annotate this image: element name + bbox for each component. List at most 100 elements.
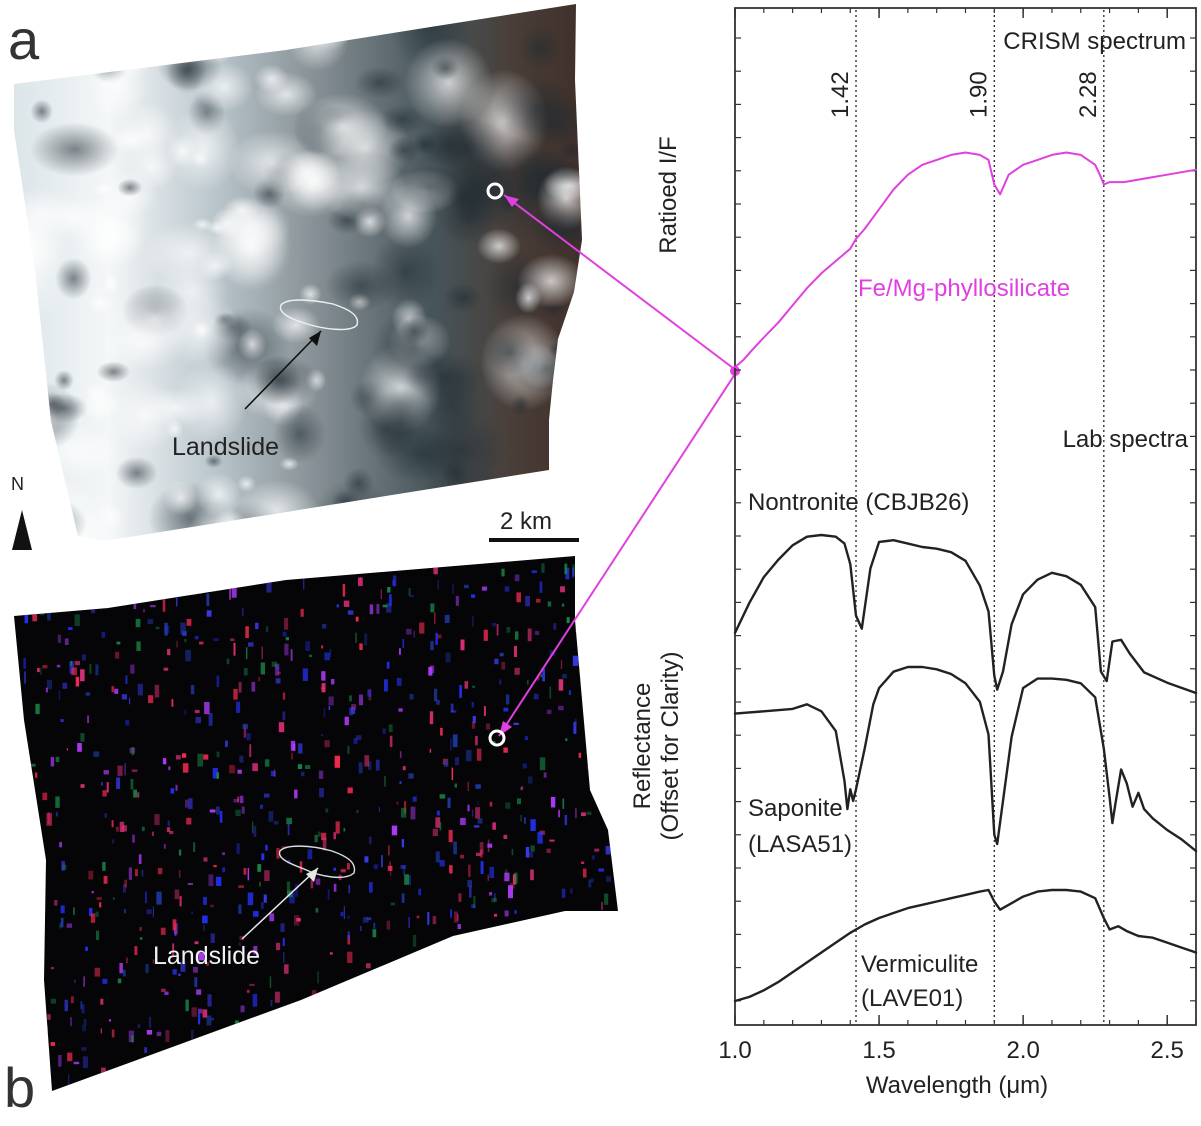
terrain-highlight [166, 105, 241, 192]
mineral-pixel [165, 1030, 170, 1042]
terrain-shadow [246, 355, 321, 407]
mineral-pixel [346, 1025, 350, 1029]
mineral-pixel [388, 594, 392, 607]
mineral-pixel [144, 1047, 148, 1053]
mineral-pixel [311, 990, 317, 1003]
mineral-pixel [489, 801, 493, 807]
mineral-pixel [308, 654, 313, 657]
mineral-pixel [539, 581, 543, 593]
mineral-pixel [165, 1056, 167, 1062]
mineral-pixel [528, 776, 533, 784]
terrain-highlight [227, 129, 317, 196]
mineral-pixel [108, 600, 113, 607]
mineral-pixel [356, 735, 362, 741]
mineral-pixel [289, 892, 295, 904]
mineral-pixel [116, 641, 121, 645]
mineral-pixel [132, 834, 135, 843]
mineral-pixel [530, 845, 535, 852]
mineral-pixel [520, 1031, 526, 1040]
mineral-pixel [302, 668, 308, 681]
mineral-pixel [424, 1004, 428, 1014]
mineral-pixel [527, 628, 532, 642]
mineral-pixel [389, 735, 393, 748]
mineral-pixel [570, 1015, 574, 1023]
mineral-pixel [139, 937, 143, 940]
mineral-pixel [598, 974, 603, 979]
mineral-pixel [82, 654, 86, 661]
mineral-pixel [121, 694, 127, 700]
mineral-pixel [265, 844, 268, 851]
mineral-pixel [238, 904, 242, 914]
terrain-highlight [237, 328, 267, 361]
mineral-pixel [294, 915, 300, 926]
mineral-pixel [347, 745, 350, 754]
mineral-pixel [522, 1005, 528, 1013]
x-tick-label: 1.5 [862, 1037, 895, 1064]
mineral-pixel [347, 863, 350, 870]
mineral-pixel [487, 843, 493, 848]
mineral-pixel [131, 1035, 134, 1043]
mineral-pixel [522, 1047, 526, 1050]
mineral-pixel [364, 633, 368, 646]
mineral-pixel [39, 1028, 41, 1038]
mineral-pixel [563, 913, 566, 923]
mineral-pixel [104, 813, 107, 818]
mineral-pixel [395, 1073, 400, 1076]
mineral-pixel [408, 588, 411, 597]
mineral-pixel [135, 618, 141, 628]
mineral-pixel [124, 763, 126, 776]
mineral-pixel [590, 878, 594, 883]
mineral-pixel [471, 809, 474, 817]
mineral-pixel [452, 993, 457, 996]
mineral-pixel [147, 619, 154, 625]
mineral-pixel [83, 1019, 87, 1026]
mineral-pixel [95, 664, 99, 676]
mineral-pixel [146, 1030, 153, 1035]
mineral-pixel [562, 673, 567, 679]
mineral-pixel [252, 821, 254, 833]
mineral-pixel [524, 736, 528, 740]
mineral-pixel [375, 1036, 379, 1048]
mineral-pixel [126, 957, 128, 964]
mineral-pixel [336, 604, 339, 608]
mineral-pixel [330, 1035, 336, 1047]
mineral-pixel [362, 917, 369, 923]
mineral-pixel [24, 902, 31, 915]
mineral-pixel [185, 999, 189, 1012]
mineral-pixel [349, 1064, 352, 1077]
mineral-pixel [131, 769, 138, 772]
mineral-pixel [286, 817, 292, 825]
mineral-pixel [70, 1017, 72, 1027]
mineral-pixel [429, 980, 433, 988]
terrain-shadow [412, 408, 507, 491]
reference-line-label: 1.42 [827, 71, 854, 118]
mineral-pixel [35, 703, 40, 715]
mineral-pixel [449, 964, 452, 972]
mineral-pixel [392, 575, 397, 587]
mineral-pixel [377, 1088, 380, 1091]
mineral-pixel [517, 798, 521, 805]
mineral-pixel [543, 772, 547, 778]
mineral-pixel [46, 680, 52, 690]
mineral-pixel [276, 848, 280, 859]
mineral-pixel [148, 1016, 152, 1028]
mineral-pixel [479, 842, 484, 855]
mineral-pixel [239, 795, 244, 804]
mineral-pixel [66, 748, 68, 751]
mineral-pixel [367, 1060, 373, 1063]
mineral-pixel [273, 769, 276, 777]
mineral-pixel [164, 991, 169, 995]
mineral-pixel [206, 610, 212, 617]
mineral-pixel [446, 946, 452, 953]
mineral-pixel [352, 1033, 356, 1040]
mineral-pixel [344, 716, 349, 726]
mineral-pixel [161, 988, 166, 992]
mineral-pixel [374, 1051, 380, 1062]
mineral-pixel [162, 758, 167, 765]
mineral-pixel [451, 767, 454, 781]
mineral-pixel [324, 652, 330, 661]
mineral-pixel [58, 690, 61, 701]
mineral-pixel [328, 696, 334, 706]
mineral-pixel [77, 743, 82, 752]
mineral-pixel [152, 959, 155, 964]
